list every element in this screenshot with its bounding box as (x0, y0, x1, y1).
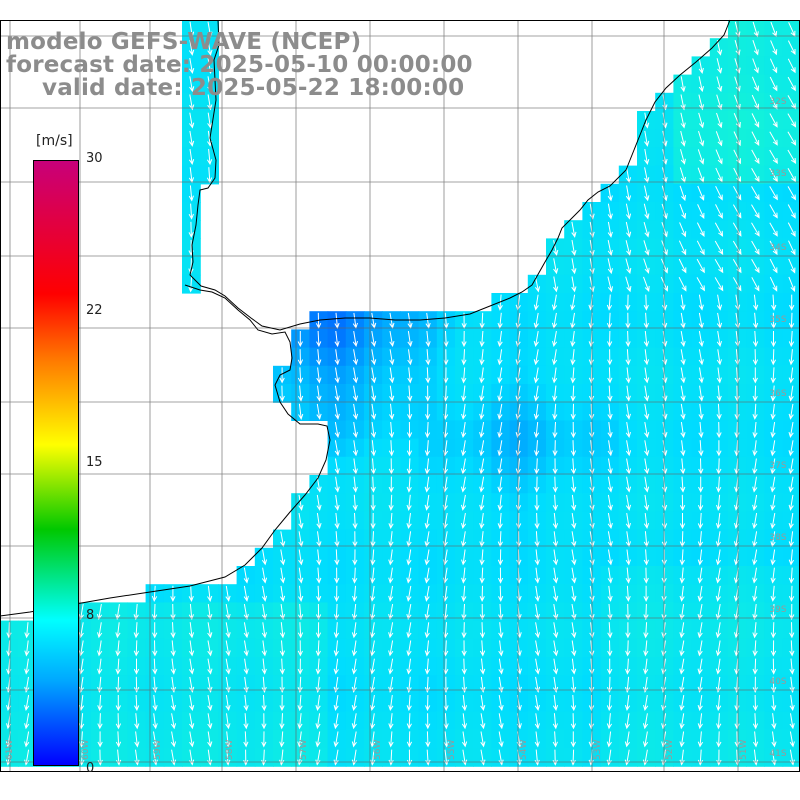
forecast-date: forecast date: 2025-05-10 00:00:00 (6, 52, 473, 78)
lon-label: 58W (225, 740, 235, 760)
lon-label: 53W (593, 740, 603, 760)
colorbar-tick-8: 8 (86, 608, 95, 623)
colorbar (33, 160, 79, 766)
lon-label: 54W (519, 740, 529, 760)
colorbar-unit: [m/s] (36, 133, 73, 149)
lat-label: 34S (769, 243, 786, 253)
colorbar-tick-0: 0 (86, 761, 95, 776)
lat-label: 35S (769, 315, 786, 325)
model-title: modelo GEFS-WAVE (NCEP) (6, 29, 362, 55)
lat-label: 33S (769, 169, 786, 179)
coastline-south (0, 284, 331, 617)
lat-label: 36S (769, 389, 786, 399)
colorbar-tick-15: 15 (86, 455, 103, 470)
wind-speed-field (0, 20, 800, 767)
lon-label: 55W (447, 740, 457, 760)
lon-label: 52W (665, 740, 675, 760)
colorbar-tick-30: 30 (86, 151, 103, 166)
lat-label: 38S (769, 533, 786, 543)
lat-label: 40S (769, 677, 786, 687)
axis-labels: 32S 33S 34S 35S 36S 37S 38S 39S 40S 41S 61W 60W 59W 5… (5, 97, 787, 760)
colorbar-tick-22: 22 (86, 303, 103, 318)
lon-label: 60W (81, 740, 91, 760)
lat-label: 39S (769, 605, 786, 615)
valid-date: valid date: 2025-05-22 18:00:00 (42, 75, 465, 101)
lat-label: 41S (769, 749, 786, 759)
graticule (0, 20, 800, 772)
lon-label: 61W (5, 740, 15, 760)
lon-label: 59W (153, 740, 163, 760)
lat-label: 32S (769, 97, 786, 107)
lat-label: 37S (769, 461, 786, 471)
lon-label: 56W (373, 740, 383, 760)
lon-label: 51W (739, 740, 749, 760)
lon-label: 57W (299, 740, 309, 760)
coastline-north (189, 19, 731, 331)
